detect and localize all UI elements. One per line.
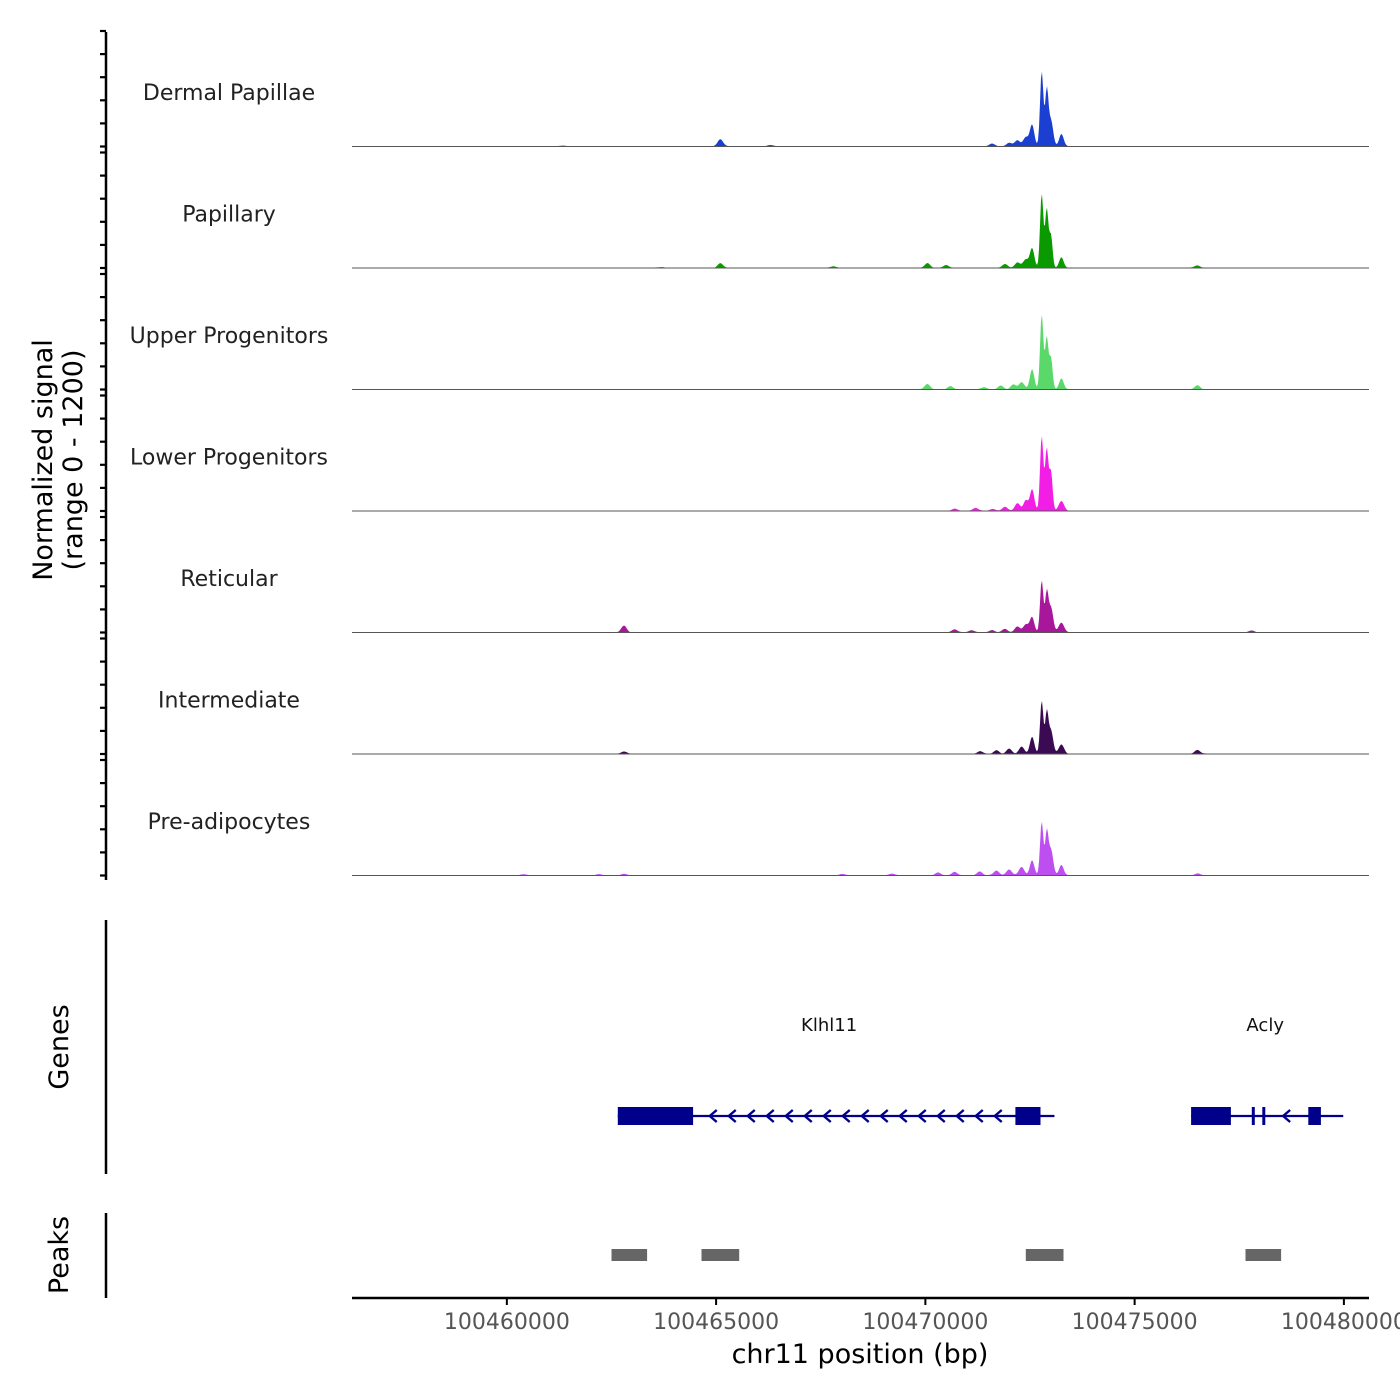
track-label: Lower Progenitors [130, 446, 328, 471]
strand-chevron [992, 1109, 1003, 1123]
signal-area [352, 193, 1369, 268]
track-lower-progenitors: Lower Progenitors [130, 436, 1369, 512]
strand-chevron [1281, 1109, 1291, 1123]
gene-exon [1308, 1107, 1321, 1125]
track-upper-progenitors: Upper Progenitors [130, 314, 1369, 390]
track-dermal-papillae: Dermal Papillae [143, 71, 1369, 147]
gene-exon [1015, 1107, 1041, 1125]
strand-chevron [764, 1109, 775, 1123]
coverage-tracks: Dermal Papillae Papillary Upper Progenitor… [130, 71, 1369, 876]
signal-axis-ticks [100, 29, 106, 877]
gene-name: Klhl11 [801, 1015, 857, 1036]
track-label: Upper Progenitors [130, 324, 329, 349]
strand-chevron [935, 1109, 946, 1123]
x-axis-title: chr11 position (bp) [732, 1339, 989, 1370]
gene-exon [1262, 1107, 1266, 1125]
signal-area [352, 314, 1369, 390]
signal-area [352, 821, 1369, 876]
strand-chevron [745, 1109, 756, 1123]
signal-area [352, 700, 1369, 754]
peak-region [611, 1249, 648, 1261]
peak-region [701, 1249, 740, 1261]
x-tick-label: 100460000 [444, 1310, 570, 1335]
track-reticular: Reticular [180, 567, 1369, 633]
track-label: Pre-adipocytes [148, 810, 311, 835]
strand-chevron [916, 1109, 927, 1123]
x-tick-label: 100475000 [1072, 1310, 1198, 1335]
track-intermediate: Intermediate [158, 689, 1369, 755]
genes-axis-title: Genes [44, 1004, 75, 1089]
strand-chevron [840, 1109, 851, 1123]
strand-chevron [878, 1109, 889, 1123]
peak-region [1245, 1249, 1282, 1261]
strand-chevron [954, 1109, 965, 1123]
gene-annotations: Klhl11 Acly [617, 1015, 1344, 1125]
strand-chevron [821, 1109, 832, 1123]
signal-area [352, 436, 1369, 511]
x-tick-label: 100465000 [653, 1310, 779, 1335]
strand-chevron [859, 1109, 870, 1123]
gene-exon [1251, 1107, 1255, 1125]
strand-chevron [707, 1109, 718, 1123]
gene-name: Acly [1246, 1015, 1284, 1036]
peak-regions [611, 1249, 1282, 1261]
track-pre-adipocytes: Pre-adipocytes [148, 810, 1369, 876]
track-papillary: Papillary [182, 193, 1369, 269]
strand-chevron [783, 1109, 794, 1123]
track-label: Dermal Papillae [143, 81, 315, 106]
gene-klhl11: Klhl11 [617, 1015, 1055, 1125]
gene-exon [617, 1107, 694, 1125]
peak-region [1025, 1249, 1064, 1261]
gene-exon [1191, 1107, 1231, 1125]
track-label: Reticular [180, 567, 278, 592]
strand-chevron [726, 1109, 737, 1123]
x-tick-label: 100480000 [1281, 1310, 1400, 1335]
gene-acly: Acly [1191, 1015, 1344, 1125]
peaks-axis-title: Peaks [44, 1216, 75, 1294]
signal-area [352, 580, 1369, 633]
track-label: Intermediate [158, 689, 300, 714]
signal-axis-title: Normalized signal [28, 339, 59, 581]
signal-area [352, 71, 1369, 147]
strand-chevron [973, 1109, 984, 1123]
x-tick-label: 100470000 [862, 1310, 988, 1335]
track-label: Papillary [182, 203, 276, 228]
strand-chevron [897, 1109, 908, 1123]
strand-chevron [802, 1109, 813, 1123]
signal-axis-subtitle: (range 0 - 1200) [58, 350, 89, 571]
x-axis-ticks: 100460000 100465000 100470000 100475000 1004… [444, 1298, 1400, 1335]
